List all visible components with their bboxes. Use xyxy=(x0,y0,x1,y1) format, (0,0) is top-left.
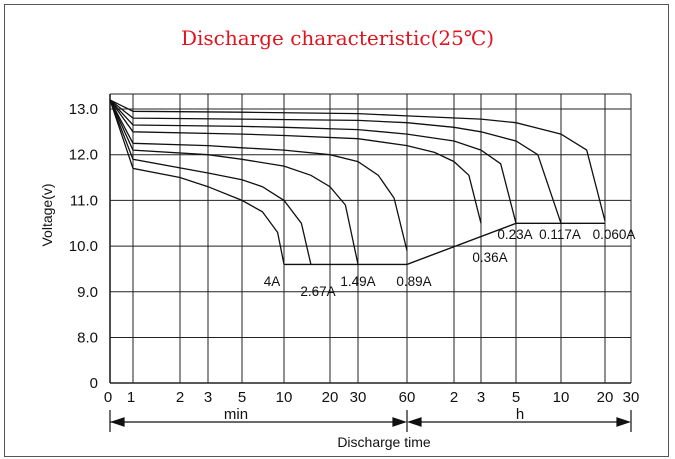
series-line-0.36A xyxy=(109,99,482,224)
x-tick-label: 2 xyxy=(450,389,458,406)
x-tick-label: 3 xyxy=(204,389,212,406)
x-tick-label: 20 xyxy=(597,389,614,406)
y-tick-label: 12.0 xyxy=(69,147,98,164)
series-label: 1.49A xyxy=(340,274,375,289)
x-tick-label: 0 xyxy=(104,389,112,406)
series-line-4A xyxy=(109,99,285,265)
x-unit-label-h: h xyxy=(516,406,524,423)
series-line-0.89A xyxy=(109,99,408,251)
arrow-head-mid-right xyxy=(407,417,422,427)
y-tick-label: 10.0 xyxy=(69,238,98,255)
x-tick-label: 5 xyxy=(512,389,520,406)
y-axis-title: Voltage(v) xyxy=(39,183,55,246)
arrow-head-right xyxy=(616,417,631,427)
x-tick-label: 5 xyxy=(238,389,246,406)
x-tick-label: 30 xyxy=(623,389,640,406)
chart-frame xyxy=(4,4,669,457)
y-tick-label: 9.0 xyxy=(77,284,98,301)
series-label: 2.67A xyxy=(300,284,335,299)
x-unit-spans xyxy=(109,410,632,432)
grid xyxy=(109,93,632,384)
series-line-2.67A xyxy=(109,99,312,265)
y-tick-label: 11.0 xyxy=(70,192,98,209)
y-tick-label: 8.0 xyxy=(77,330,98,347)
y-tick-label: 0 xyxy=(90,375,98,392)
y-tick-label: 13.0 xyxy=(69,101,98,118)
series-line-0.117A xyxy=(109,99,562,224)
x-tick-label: 1 xyxy=(127,389,135,406)
series-label: 0.89A xyxy=(396,274,431,289)
x-tick-label: 10 xyxy=(276,389,293,406)
arrow-head-left xyxy=(110,417,125,427)
cutoff-line xyxy=(284,222,605,266)
series-line-1.49A xyxy=(109,99,359,265)
series-label: 0.36A xyxy=(472,250,507,265)
series-label: 4A xyxy=(264,274,281,289)
x-axis-title: Discharge time xyxy=(337,434,431,450)
series-label: 0.23A xyxy=(497,227,532,242)
series-curves xyxy=(109,99,606,265)
x-tick-label: 30 xyxy=(350,389,367,406)
x-tick-label: 20 xyxy=(322,389,339,406)
x-tick-label: 3 xyxy=(477,389,485,406)
x-tick-label: 10 xyxy=(553,389,570,406)
series-label: 0.060A xyxy=(593,227,636,242)
arrow-head-mid-left xyxy=(392,417,407,427)
series-label: 0.117A xyxy=(539,227,581,242)
series-line-0.23A xyxy=(109,99,517,224)
series-line-0.060A xyxy=(109,99,606,222)
x-tick-label: 2 xyxy=(176,389,184,406)
x-unit-label-min: min xyxy=(224,406,248,423)
chart-title: Discharge characteristic(25℃) xyxy=(180,26,495,50)
x-tick-label: 60 xyxy=(399,389,416,406)
